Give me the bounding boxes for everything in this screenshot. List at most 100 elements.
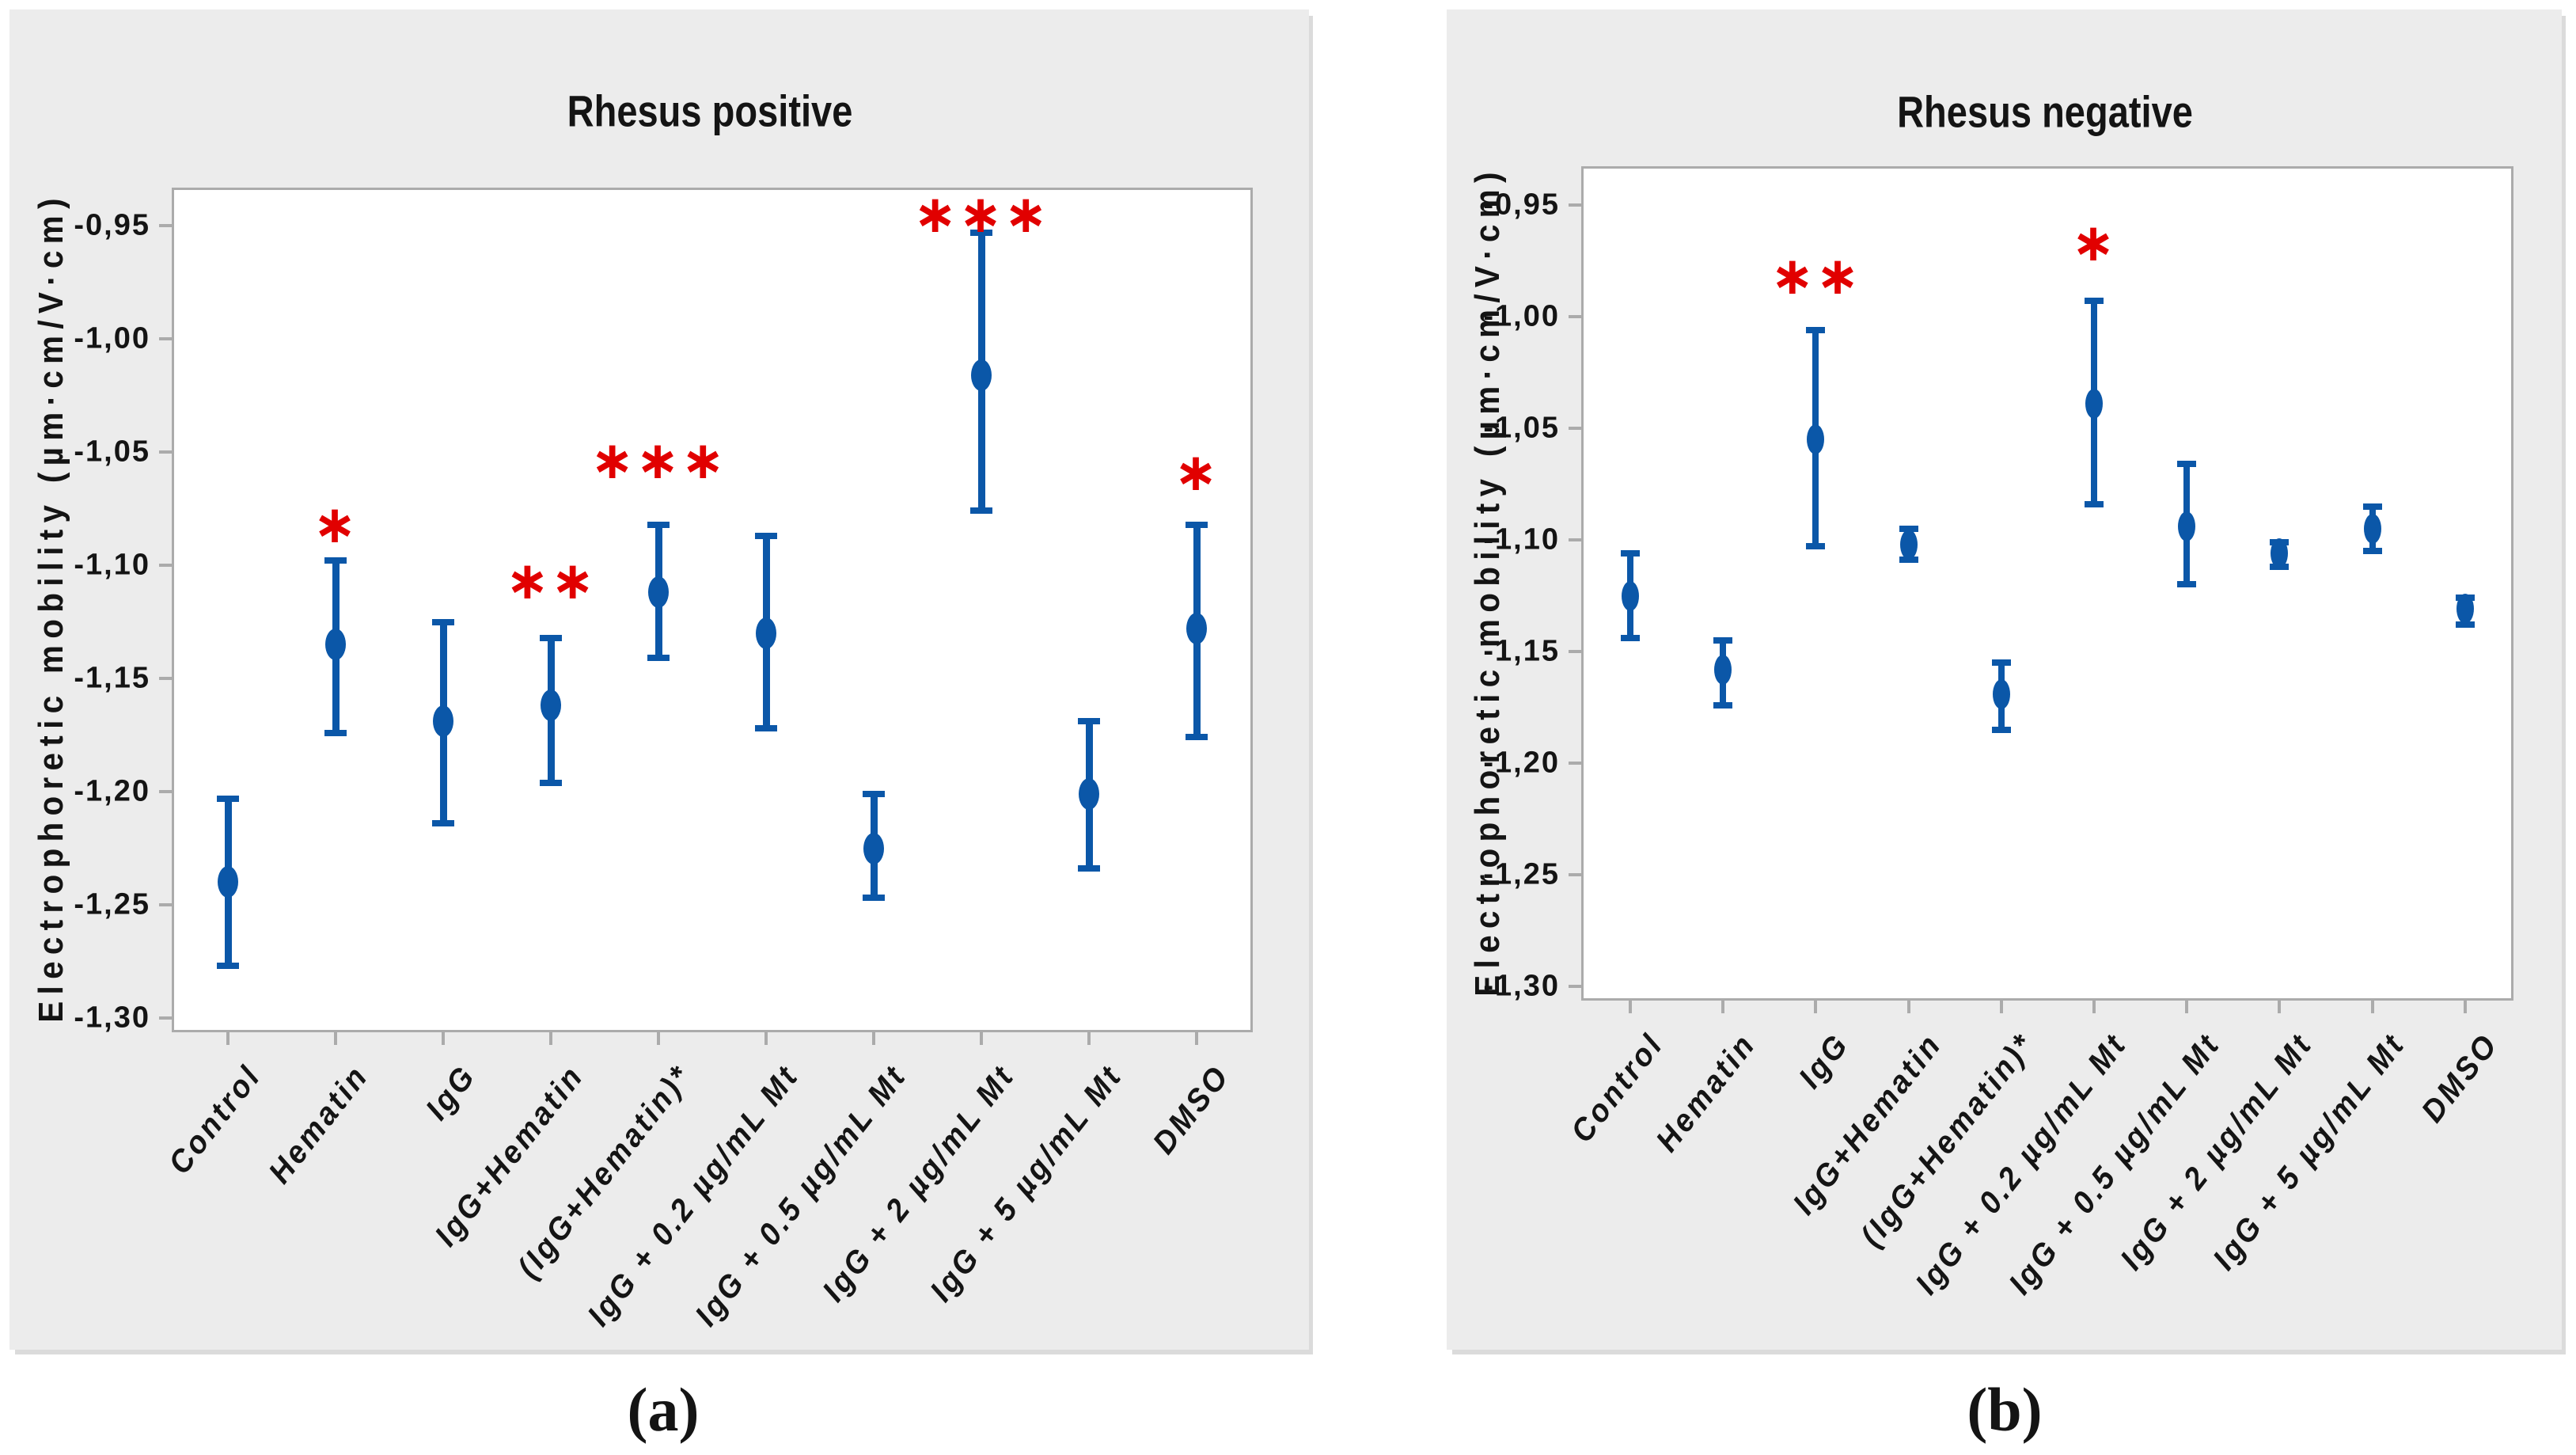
y-tick-label: -1,15: [1483, 634, 1560, 668]
significance-stars: ∗∗∗: [913, 183, 1049, 245]
x-tick: [442, 1032, 445, 1045]
mean-marker: [1079, 777, 1099, 810]
y-tick: [159, 1016, 172, 1020]
mean-marker: [1186, 613, 1207, 645]
mean-marker: [218, 866, 238, 898]
y-tick-label: -1,20: [1483, 746, 1560, 780]
figure-label-b: (b): [1967, 1375, 2043, 1444]
significance-stars: ∗: [313, 493, 359, 555]
y-axis-label: Electrophoretic mobility (µm·cm/V·cm): [32, 192, 70, 1023]
whisker-cap-lower: [647, 655, 670, 662]
whisker-cap-upper: [2177, 461, 2197, 468]
chart-title: Rhesus positive: [567, 85, 853, 136]
whisker-cap-upper: [1806, 326, 1826, 333]
y-tick-label: -1,15: [74, 661, 150, 695]
x-category-label-text: DMSO: [2415, 1027, 2506, 1129]
x-category-label-text: Control: [161, 1058, 268, 1181]
y-tick-label: -1,05: [1483, 411, 1560, 445]
x-tick: [980, 1032, 983, 1045]
mean-marker: [2456, 594, 2474, 625]
x-tick: [1195, 1032, 1198, 1045]
y-tick: [1569, 762, 1581, 765]
figure-label-a: (a): [627, 1375, 700, 1444]
whisker-cap-upper: [1713, 636, 1733, 644]
mean-marker: [648, 576, 669, 609]
x-tick: [1087, 1032, 1091, 1045]
mean-marker: [541, 690, 561, 722]
x-tick: [2370, 1001, 2374, 1013]
whisker-cap-upper: [970, 229, 992, 236]
whisker-cap-upper: [1899, 525, 1918, 532]
whisker-cap-upper: [755, 532, 777, 539]
whisker-cap-upper: [432, 618, 454, 625]
mean-marker: [756, 617, 776, 649]
whisker-cap-lower: [970, 507, 992, 515]
x-tick: [334, 1032, 337, 1045]
y-tick-label: -1,00: [1483, 299, 1560, 333]
y-tick: [1569, 650, 1581, 653]
x-category-label-text: DMSO: [1146, 1058, 1237, 1161]
whisker-cap-upper: [217, 795, 239, 802]
y-tick-label: -1,20: [74, 774, 150, 808]
whisker-cap-lower: [2177, 581, 2197, 588]
y-tick-label: -1,30: [74, 1001, 150, 1035]
whisker-cap-upper: [2362, 503, 2382, 510]
y-tick: [1569, 985, 1581, 988]
panel-b: Rhesus negative Electrophoretic mobility …: [1447, 9, 2562, 1350]
x-category-label-text: IgG + 0.5 µg/mL Mt: [689, 1058, 914, 1333]
y-tick: [1569, 873, 1581, 876]
y-tick: [1569, 203, 1581, 207]
plot-area: -0,95 -1,00 -1,05 -1,10 -1,15 -1,20 -1,25 -1,30…: [74, 183, 1253, 1332]
y-tick-label: -1,30: [1483, 969, 1560, 1003]
y-tick: [1569, 427, 1581, 430]
y-tick: [159, 790, 172, 793]
y-tick-label: -1,00: [74, 321, 150, 355]
x-tick: [1906, 1001, 1910, 1013]
x-tick: [1629, 1001, 1632, 1013]
whisker-cap-lower: [1713, 701, 1733, 709]
x-category-label-text: IgG: [1792, 1027, 1857, 1095]
whisker-cap-upper: [1621, 549, 1640, 557]
x-tick: [1814, 1001, 1818, 1013]
whisker-cap-upper: [2085, 298, 2104, 305]
significance-stars: ∗: [1174, 441, 1220, 503]
whisker-cap-upper: [1078, 718, 1100, 725]
y-tick: [1569, 538, 1581, 541]
x-tick: [2185, 1001, 2189, 1013]
mean-marker: [2363, 513, 2381, 544]
x-tick: [872, 1032, 875, 1045]
mean-marker: [433, 705, 453, 738]
x-tick: [1999, 1001, 2003, 1013]
mean-marker: [971, 359, 992, 391]
mean-marker: [863, 832, 884, 864]
mean-marker: [1807, 424, 1825, 455]
significance-stars: ∗: [2071, 211, 2117, 273]
whisker-cap-lower: [1806, 543, 1826, 550]
x-category-label-text: (IgG+Hematin)*: [1853, 1027, 2042, 1254]
x-tick: [1721, 1001, 1725, 1013]
x-category-label-text: IgG + 5 µg/mL Mt: [923, 1058, 1129, 1309]
whisker-cap-upper: [647, 521, 670, 528]
y-tick: [159, 677, 172, 680]
whisker-cap-lower: [2455, 621, 2475, 629]
y-tick: [159, 224, 172, 227]
whisker-cap-lower: [2085, 500, 2104, 507]
panel-a: Rhesus positive Electrophoretic mobility …: [9, 9, 1309, 1350]
whisker-cap-lower: [2362, 548, 2382, 555]
whisker-cap-lower: [432, 820, 454, 827]
significance-stars: ∗∗: [505, 550, 597, 612]
mean-marker: [2178, 511, 2196, 542]
x-tick: [2463, 1001, 2467, 1013]
whisker-cap-lower: [1991, 726, 2011, 733]
plot-area: -0,95 -1,00 -1,05 -1,10 -1,15 -1,20 -1,25 -1,30…: [1483, 166, 2513, 1301]
y-tick: [159, 337, 172, 340]
x-tick: [657, 1032, 660, 1045]
x-tick: [226, 1032, 230, 1045]
chart-title: Rhesus negative: [1897, 86, 2193, 137]
x-tick: [764, 1032, 768, 1045]
y-tick-label: -1,05: [74, 435, 150, 469]
mean-marker: [2085, 388, 2103, 419]
mean-marker: [1622, 580, 1639, 611]
whisker-cap-lower: [217, 963, 239, 970]
whisker-cap-upper: [1991, 659, 2011, 667]
